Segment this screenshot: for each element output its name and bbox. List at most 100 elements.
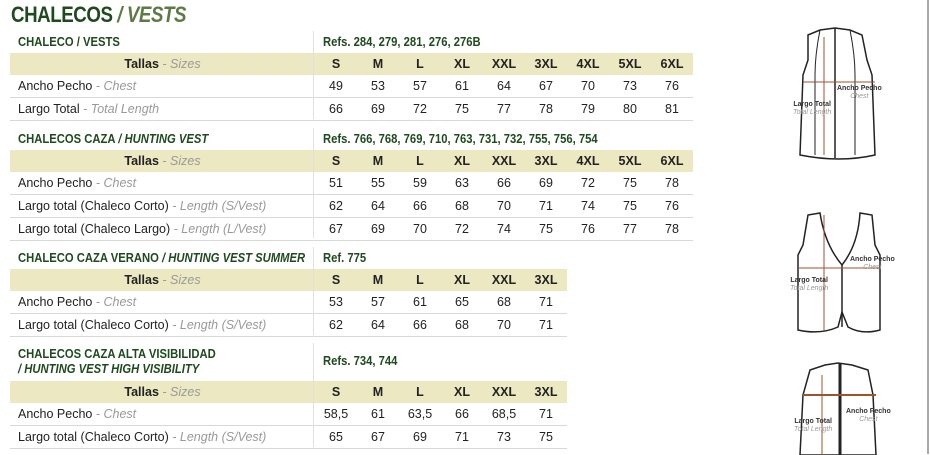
sizes-row: Tallas - Sizes S M L XL XXL 3XL 4XL 5XL 6XL bbox=[10, 150, 693, 172]
table-cell: 71 bbox=[539, 295, 553, 309]
row-label-es: Ancho Pecho bbox=[18, 79, 93, 93]
row-label-sep: - bbox=[168, 199, 180, 213]
size-header: XL bbox=[454, 385, 470, 399]
table-cell: 64 bbox=[371, 318, 385, 332]
diagram-label-length: Largo Total Total Length bbox=[790, 277, 829, 292]
sizes-label-es: Tallas bbox=[124, 273, 159, 287]
table-cell: 53 bbox=[329, 295, 343, 309]
sizes-label-es: Tallas bbox=[124, 154, 159, 168]
size-header: M bbox=[372, 273, 384, 287]
row-label: Largo total (Chaleco Largo) - Length (L/… bbox=[10, 222, 315, 236]
section-title: CHALECOS CAZA / HUNTING VEST bbox=[18, 132, 208, 147]
vest-diagram-vneck bbox=[797, 212, 881, 333]
table-row: Largo total (Chaleco Corto) - Length (S/… bbox=[10, 195, 693, 218]
table-cell: 61 bbox=[413, 295, 427, 309]
table-cell: 61 bbox=[455, 79, 469, 93]
sizes-row: Tallas - Sizes S M L XL XXL 3XL 4XL 5XL 6XL bbox=[10, 53, 693, 75]
table-cell: 65 bbox=[455, 295, 469, 309]
table-cell: 78 bbox=[665, 176, 679, 190]
size-header: 3XL bbox=[534, 154, 558, 168]
table-cell: 72 bbox=[413, 102, 427, 116]
table-cell: 71 bbox=[539, 318, 553, 332]
size-header: 3XL bbox=[534, 273, 558, 287]
table-cell: 73 bbox=[497, 430, 511, 444]
table-cell: 55 bbox=[371, 176, 385, 190]
section-title-en: / HUNTING VEST bbox=[118, 132, 209, 146]
size-header: 5XL bbox=[618, 57, 642, 71]
table-cell: 63,5 bbox=[407, 407, 433, 421]
table-cell: 57 bbox=[413, 79, 427, 93]
table-row: Ancho Pecho - Chest 53 57 61 65 68 71 bbox=[10, 291, 567, 314]
size-header: 6XL bbox=[660, 154, 684, 168]
sizes-row: Tallas - Sizes S M L XL XXL 3XL bbox=[10, 381, 567, 403]
table-cell: 76 bbox=[581, 222, 595, 236]
table-cell: 66 bbox=[413, 199, 427, 213]
row-label-es: Largo total (Chaleco Largo) bbox=[18, 222, 171, 236]
row-label: Largo total (Chaleco Corto) - Length (S/… bbox=[10, 430, 315, 444]
section-title-es: CHALECOS CAZA ALTA VISIBILIDAD bbox=[18, 347, 216, 361]
sizes-row: Tallas - Sizes S M L XL XXL 3XL bbox=[10, 269, 567, 291]
size-header: M bbox=[372, 57, 384, 71]
table-cell: 62 bbox=[329, 199, 343, 213]
sizes-label-sep: - bbox=[158, 273, 171, 287]
table-cell: 66 bbox=[413, 318, 427, 332]
table-row: Ancho Pecho - Chest 51 55 59 63 66 69 72 75 78 bbox=[10, 172, 693, 195]
page-title: CHALECOS / VESTS bbox=[11, 2, 186, 28]
sizes-label-sep: - bbox=[158, 154, 171, 168]
section-title-es: CHALECOS CAZA bbox=[18, 132, 116, 146]
diagram-label-length: Largo Total Total Length bbox=[794, 418, 833, 433]
table-row: Largo Total - Total Length 66 69 72 75 77 78 79… bbox=[10, 98, 693, 121]
sizes-label-en: Sizes bbox=[170, 385, 201, 399]
row-label-sep: - bbox=[168, 430, 180, 444]
size-table-section: CHALECOS CAZA ALTA VISIBILIDAD / HUNTING … bbox=[10, 343, 567, 449]
table-cell: 79 bbox=[581, 102, 595, 116]
column-divider bbox=[313, 247, 314, 335]
row-label-en: Chest bbox=[103, 176, 137, 190]
section-refs: Refs. 734, 744 bbox=[323, 354, 398, 368]
section-title: CHALECO / VESTS bbox=[18, 35, 120, 50]
row-label-en: Length (S/Vest) bbox=[179, 430, 267, 444]
table-cell: 78 bbox=[539, 102, 553, 116]
table-row: Largo total (Chaleco Corto) - Length (S/… bbox=[10, 426, 567, 449]
table-cell: 69 bbox=[539, 176, 553, 190]
table-cell: 72 bbox=[581, 176, 595, 190]
row-label-en: Length (S/Vest) bbox=[179, 199, 267, 213]
size-header: L bbox=[416, 273, 424, 287]
size-header: L bbox=[416, 57, 424, 71]
table-row: Largo total (Chaleco Corto) - Length (S/… bbox=[10, 314, 567, 337]
row-label-en: Chest bbox=[103, 79, 137, 93]
size-header: 3XL bbox=[534, 385, 558, 399]
table-cell: 71 bbox=[539, 199, 553, 213]
table-cell: 75 bbox=[539, 222, 553, 236]
row-label-sep: - bbox=[92, 407, 104, 421]
row-label: Largo total (Chaleco Corto) - Length (S/… bbox=[10, 199, 315, 213]
size-header: XL bbox=[454, 57, 470, 71]
size-header: M bbox=[372, 154, 384, 168]
row-label-en: Chest bbox=[103, 407, 137, 421]
table-cell: 77 bbox=[623, 222, 637, 236]
row-label-sep: - bbox=[79, 102, 91, 116]
size-header: 6XL bbox=[660, 57, 684, 71]
row-label: Largo Total - Total Length bbox=[10, 102, 315, 116]
table-cell: 64 bbox=[371, 199, 385, 213]
size-header: XXL bbox=[491, 385, 517, 399]
table-cell: 70 bbox=[497, 199, 511, 213]
sizes-label: Tallas - Sizes bbox=[10, 57, 315, 71]
table-cell: 75 bbox=[623, 199, 637, 213]
table-cell: 61 bbox=[371, 407, 385, 421]
size-header: XL bbox=[454, 273, 470, 287]
row-label: Ancho Pecho - Chest bbox=[10, 79, 315, 93]
diagram-label-chest: Ancho Pecho Chest bbox=[850, 256, 895, 271]
row-label-en: Total Length bbox=[90, 102, 160, 116]
section-header: CHALECOS CAZA / HUNTING VEST Refs. 766, 7… bbox=[10, 128, 693, 150]
size-header: 3XL bbox=[534, 57, 558, 71]
table-cell: 81 bbox=[665, 102, 679, 116]
row-label-en: Length (S/Vest) bbox=[179, 318, 267, 332]
section-title-es: CHALECO CAZA VERANO bbox=[18, 251, 159, 265]
size-header: 4XL bbox=[576, 154, 600, 168]
table-cell: 72 bbox=[455, 222, 469, 236]
row-label-es: Largo total (Chaleco Corto) bbox=[18, 430, 169, 444]
vest-diagram-quilted bbox=[799, 362, 877, 455]
section-title-en: / HUNTING VEST HIGH VISIBILITY bbox=[18, 362, 200, 376]
section-refs: Ref. 775 bbox=[323, 251, 367, 265]
